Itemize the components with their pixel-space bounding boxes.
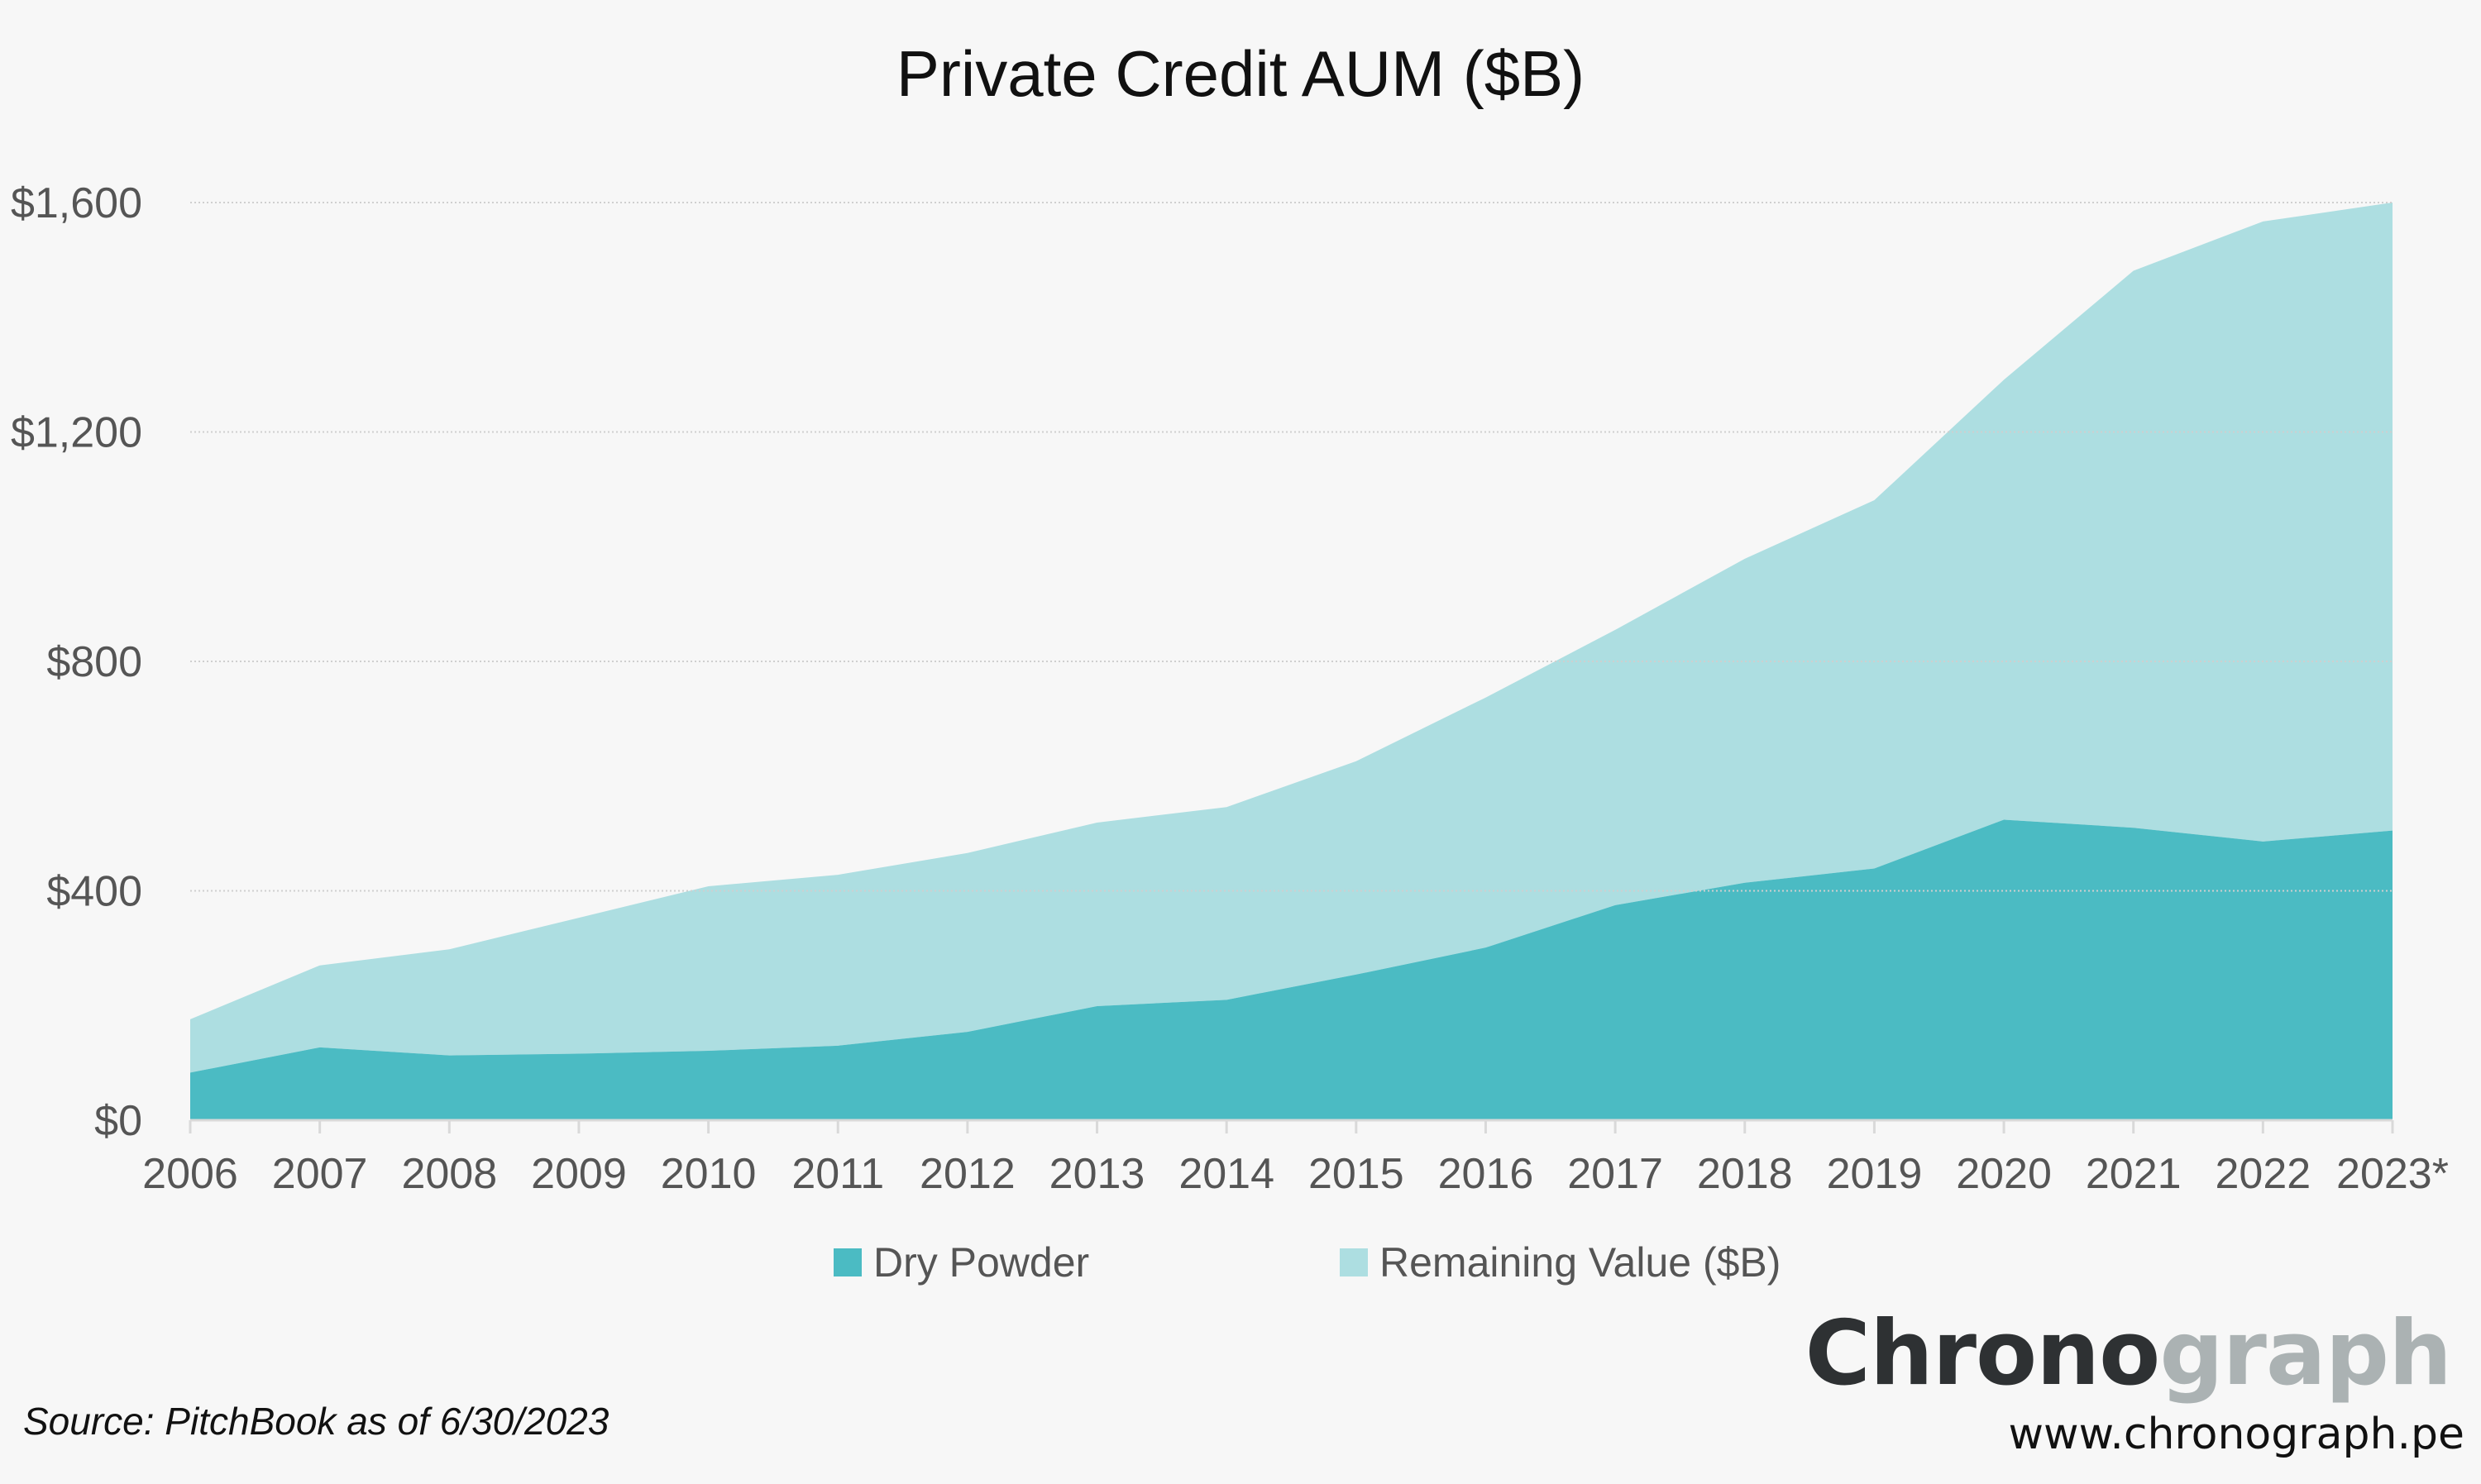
legend-label: Remaining Value ($B) <box>1379 1239 1781 1286</box>
logo-dark-text: Chrono <box>1805 1302 2161 1405</box>
x-tick-label: 2023* <box>2336 1150 2449 1198</box>
legend-swatch <box>1340 1248 1368 1276</box>
source-note: Source: PitchBook as of 6/30/2023 <box>23 1400 609 1443</box>
website-url[interactable]: www.chronograph.pe <box>2008 1410 2464 1459</box>
legend-label: Dry Powder <box>873 1239 1089 1286</box>
x-tick-label: 2008 <box>401 1150 497 1198</box>
y-tick-label: $800 <box>46 638 142 686</box>
chart-title: Private Credit AUM ($B) <box>896 37 1585 110</box>
x-tick-label: 2009 <box>531 1150 627 1198</box>
y-tick-label: $1,200 <box>11 409 142 457</box>
x-tick-label: 2020 <box>1956 1150 2052 1198</box>
x-tick-label: 2017 <box>1567 1150 1663 1198</box>
y-tick-label: $0 <box>94 1097 142 1145</box>
legend-swatch <box>834 1248 862 1276</box>
area-remaining-value-b <box>190 203 2393 1073</box>
x-tick-label: 2011 <box>791 1150 884 1198</box>
logo-light-text: graph <box>2159 1302 2452 1405</box>
y-tick-label: $1,600 <box>11 179 142 227</box>
x-tick-label: 2006 <box>142 1150 238 1198</box>
x-tick-label: 2022 <box>2216 1150 2311 1198</box>
chronograph-logo: Chronograph <box>1805 1302 2452 1405</box>
x-tick-label: 2013 <box>1049 1150 1145 1198</box>
x-tick-label: 2018 <box>1697 1150 1793 1198</box>
x-tick-label: 2016 <box>1438 1150 1534 1198</box>
x-tick-label: 2012 <box>920 1150 1016 1198</box>
y-tick-label: $400 <box>46 868 142 916</box>
x-tick-label: 2007 <box>272 1150 368 1198</box>
area-dry-powder <box>190 819 2393 1120</box>
x-tick-label: 2014 <box>1178 1150 1274 1198</box>
x-tick-label: 2019 <box>1827 1150 1923 1198</box>
x-tick-label: 2021 <box>2086 1150 2182 1198</box>
x-tick-label: 2015 <box>1308 1150 1404 1198</box>
x-tick-label: 2010 <box>661 1150 757 1198</box>
